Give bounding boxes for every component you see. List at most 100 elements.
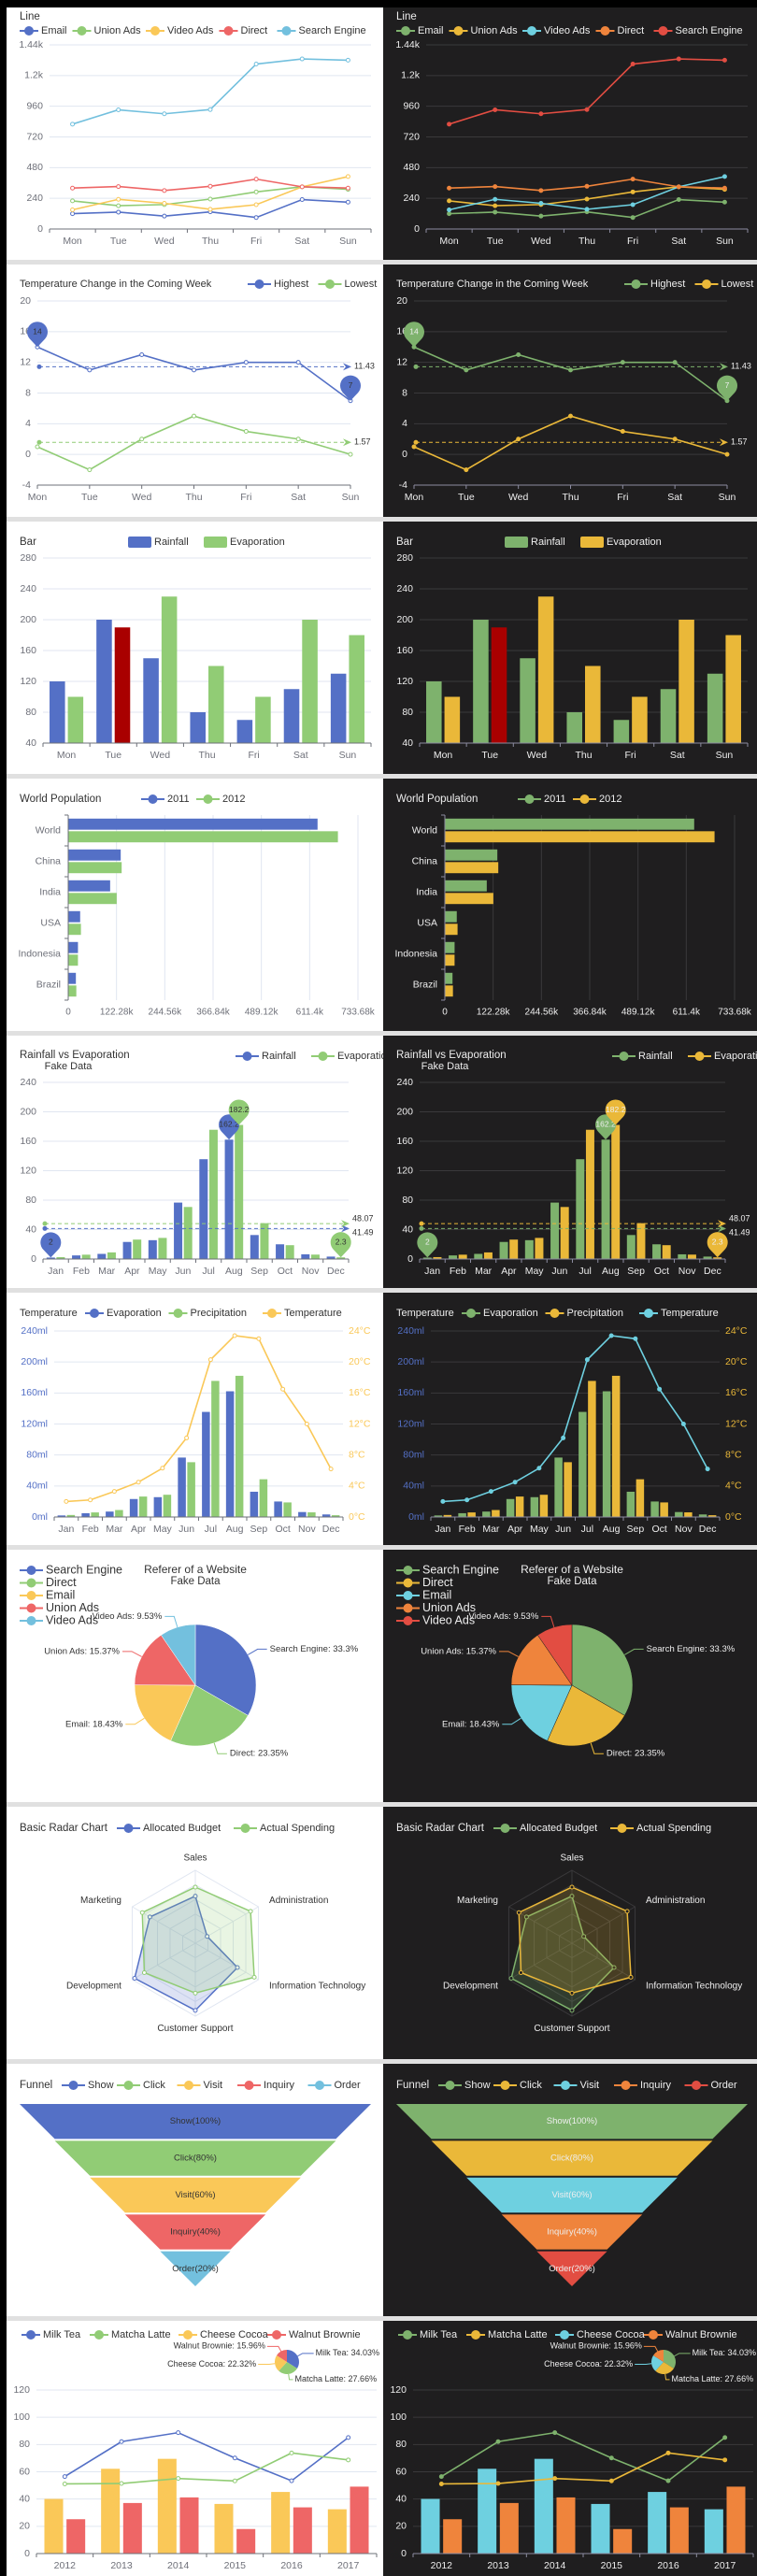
bar-rainfall (550, 1202, 560, 1259)
bar-precipitation (636, 1479, 645, 1517)
legend-item-email[interactable]: Email (396, 25, 444, 36)
legend-dot-icon (26, 1566, 36, 1575)
legend-item-search-engine[interactable]: Search Engine (20, 1563, 122, 1576)
legend-label: Email (46, 1588, 75, 1601)
bar-2012 (68, 893, 117, 905)
bar-rainfall (499, 1241, 508, 1259)
email-point (447, 211, 452, 217)
y-tick-label: 120 (13, 2384, 30, 2396)
legend-item-rainfall[interactable]: Rainfall (612, 1051, 673, 1062)
legend-item-evaporation[interactable]: Evaporation (311, 1051, 383, 1062)
legend-item-2011[interactable]: 2011 (141, 794, 190, 805)
bar-2012 (445, 954, 455, 966)
legend-item-video-ads[interactable]: Video Ads (522, 25, 591, 36)
legend-item-search-engine[interactable]: Search Engine (396, 1563, 499, 1576)
bar-evaporation (107, 1252, 116, 1259)
legend-item-lowest[interactable]: Lowest (318, 279, 378, 290)
x-tick-label: Mar (475, 1266, 493, 1277)
legend-item-union-ads[interactable]: Union Ads (396, 1601, 476, 1614)
legend-item-2012[interactable]: 2012 (196, 794, 245, 805)
legend-item-actual-spending[interactable]: Actual Spending (610, 1823, 711, 1834)
legend-item-lowest[interactable]: Lowest (694, 279, 754, 290)
legend-item-evaporation[interactable]: Evaporation (462, 1308, 538, 1319)
bar-rainfall (576, 1159, 585, 1259)
legend-item-precipitation[interactable]: Precipitation (545, 1308, 624, 1319)
legend-item-cheese-cocoa[interactable]: Cheese Cocoa (179, 2329, 269, 2340)
y-tick-label: 960 (403, 100, 420, 111)
temperature-point (232, 1333, 237, 1338)
legend-item-inquiry[interactable]: Inquiry (614, 2080, 672, 2091)
legend-item-direct[interactable]: Direct (595, 25, 645, 36)
legend-item-email[interactable]: Email (396, 1588, 451, 1601)
y-tick-label: 120ml (21, 1418, 48, 1429)
legend-item-highest[interactable]: Highest (624, 279, 685, 290)
legend-item-inquiry[interactable]: Inquiry (237, 2080, 295, 2091)
legend-item-allocated-budget[interactable]: Allocated Budget (493, 1823, 597, 1834)
legend-item-visit[interactable]: Visit (177, 2080, 223, 2091)
legend-item-order[interactable]: Order (307, 2080, 361, 2091)
legend-item-rainfall[interactable]: Rainfall (236, 1051, 296, 1062)
legend-item-rainfall[interactable]: Rainfall (128, 537, 189, 548)
legend-item-temperature[interactable]: Temperature (639, 1308, 719, 1319)
legend-item-union-ads[interactable]: Union Ads (20, 1601, 99, 1614)
radar-axis-line (194, 1942, 259, 1981)
bar-precipitation (707, 1515, 717, 1517)
legend-item-matcha-latte[interactable]: Matcha Latte (466, 2329, 548, 2340)
legend-item-precipitation[interactable]: Precipitation (168, 1308, 248, 1319)
legend-item-show[interactable]: Show (438, 2080, 491, 2091)
y-tick-label: 0 (401, 2548, 407, 2559)
legend-item-evaporation[interactable]: Evaporation (85, 1308, 162, 1319)
legend-item-visit[interactable]: Visit (553, 2080, 600, 2091)
legend-item-2011[interactable]: 2011 (518, 794, 566, 805)
funnel-segment-show (396, 2104, 748, 2140)
email-point (345, 199, 350, 205)
legend-item-union-ads[interactable]: Union Ads (449, 25, 519, 36)
legend-dot-icon (453, 26, 464, 36)
legend-item-video-ads[interactable]: Video Ads (20, 1613, 98, 1626)
legend-item-evaporation[interactable]: Evaporation (688, 1051, 757, 1062)
bar-2011 (445, 818, 694, 830)
legend-item-email[interactable]: Email (20, 1588, 75, 1601)
legend-item-evaporation[interactable]: Evaporation (580, 537, 662, 548)
legend-item-show[interactable]: Show (62, 2080, 114, 2091)
legend-item-actual-spending[interactable]: Actual Spending (234, 1823, 335, 1834)
legend-label: Video Ads (544, 25, 591, 36)
mark-point-label: 7 (725, 380, 730, 390)
legend-label: Actual Spending (260, 1823, 335, 1834)
legend-item-highest[interactable]: Highest (248, 279, 308, 290)
row-temperature-chart: Temperature Change in the Coming Week Hig… (7, 265, 757, 522)
legend-item-direct[interactable]: Direct (219, 25, 268, 36)
bar-evaporation (129, 1498, 138, 1517)
legend-item-rainfall[interactable]: Rainfall (505, 537, 565, 548)
legend-item-search-engine[interactable]: Search Engine (653, 25, 743, 36)
mini-pie-leader-line (288, 2373, 293, 2381)
legend-item-union-ads[interactable]: Union Ads (72, 25, 142, 36)
legend-item-video-ads[interactable]: Video Ads (146, 25, 214, 36)
legend-item-2012[interactable]: 2012 (573, 794, 621, 805)
legend-item-allocated-budget[interactable]: Allocated Budget (117, 1823, 221, 1834)
legend-item-click[interactable]: Click (493, 2080, 542, 2091)
legend-item-direct[interactable]: Direct (396, 1576, 453, 1589)
legend-item-video-ads[interactable]: Video Ads (396, 1613, 475, 1626)
mini-pie-label: Milk Tea: 34.03% (316, 2348, 379, 2357)
x-tick-label: Sun (716, 236, 734, 247)
legend-item-click[interactable]: Click (117, 2080, 165, 2091)
legend-item-milk-tea[interactable]: Milk Tea (21, 2329, 81, 2340)
legend-dot-icon (123, 1824, 134, 1833)
legend-item-email[interactable]: Email (20, 25, 67, 36)
legend-item-direct[interactable]: Direct (20, 1576, 77, 1589)
legend-item-evaporation[interactable]: Evaporation (204, 537, 285, 548)
legend-item-milk-tea[interactable]: Milk Tea (398, 2329, 458, 2340)
mark-line-arrow-icon (343, 438, 351, 447)
legend-item-temperature[interactable]: Temperature (263, 1308, 342, 1319)
y-tick-label: 40ml (403, 1481, 424, 1492)
legend-item-walnut-brownie[interactable]: Walnut Brownie (644, 2329, 737, 2340)
legend-item-walnut-brownie[interactable]: Walnut Brownie (267, 2329, 361, 2340)
legend-item-cheese-cocoa[interactable]: Cheese Cocoa (555, 2329, 646, 2340)
legend-item-search-engine[interactable]: Search Engine (277, 25, 366, 36)
x-tick-label: Jan (435, 1524, 450, 1535)
temperature-line (442, 1335, 708, 1503)
legend-item-matcha-latte[interactable]: Matcha Latte (90, 2329, 171, 2340)
matcha-latte-point (552, 2476, 558, 2482)
legend-item-order[interactable]: Order (684, 2080, 737, 2091)
